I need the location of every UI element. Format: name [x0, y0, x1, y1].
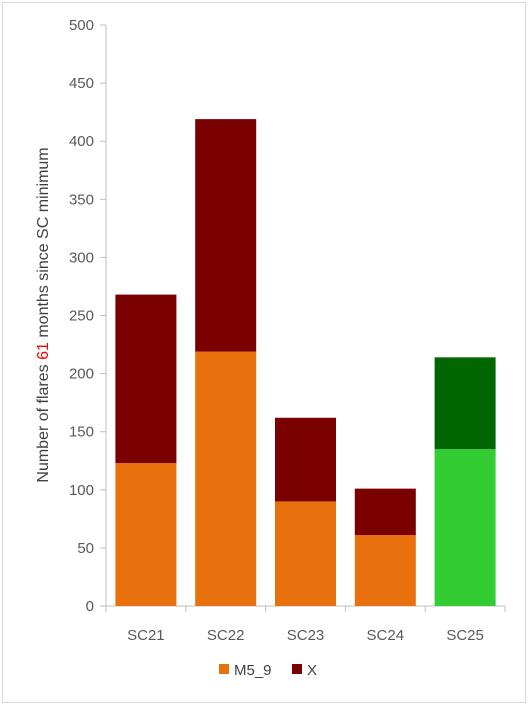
y-axis-title-after: months since SC minimum — [35, 147, 52, 342]
x-tick-label: SC25 — [446, 627, 484, 644]
y-tick-label: 150 — [69, 424, 94, 441]
bar-segment-sc24-m5-9 — [354, 535, 416, 606]
y-axis: 0 50 100 150 200 250 300 350 400 450 500 — [69, 17, 107, 615]
y-tick-label: 400 — [69, 133, 94, 150]
y-tick-label: 100 — [69, 482, 94, 499]
legend-swatch — [219, 664, 229, 674]
x-tick-label: SC24 — [367, 627, 405, 644]
y-tick-label: 350 — [69, 191, 94, 208]
y-tick-label: 50 — [77, 540, 94, 557]
y-tick-label: 200 — [69, 366, 94, 383]
y-axis-title: Number of flares 61 months since SC mini… — [35, 147, 52, 482]
bar-segment-sc25-m5-9 — [434, 449, 496, 606]
bar-segment-sc21-m5-9 — [115, 463, 177, 606]
legend: M5_9 X — [219, 662, 317, 679]
x-tick-label: SC23 — [287, 627, 325, 644]
bar-segment-sc23-x — [275, 417, 336, 502]
x-axis: SC21 SC22 SC23 SC24 SC25 — [105, 605, 506, 644]
y-tick-label: 250 — [69, 308, 94, 325]
y-axis-title-before: Number of flares — [35, 360, 52, 483]
x-tick-label: SC21 — [127, 627, 165, 644]
y-tick-label: 450 — [69, 75, 94, 92]
bars — [115, 119, 496, 606]
y-axis-title-highlight: 61 — [35, 342, 52, 360]
legend-swatch — [292, 664, 302, 674]
y-tick-label: 300 — [69, 249, 94, 266]
bar-segment-sc22-m5-9 — [195, 351, 257, 606]
y-tick-label: 0 — [86, 598, 94, 615]
bar-segment-sc23-m5-9 — [275, 501, 336, 606]
legend-label: X — [307, 662, 317, 679]
bar-segment-sc24-x — [354, 488, 416, 536]
y-tick-label: 500 — [69, 17, 94, 34]
bar-segment-sc21-x — [115, 294, 177, 464]
legend-label: M5_9 — [234, 662, 272, 679]
bar-segment-sc22-x — [195, 119, 257, 352]
x-tick-label: SC22 — [207, 627, 245, 644]
bar-segment-sc25-x — [434, 357, 496, 450]
